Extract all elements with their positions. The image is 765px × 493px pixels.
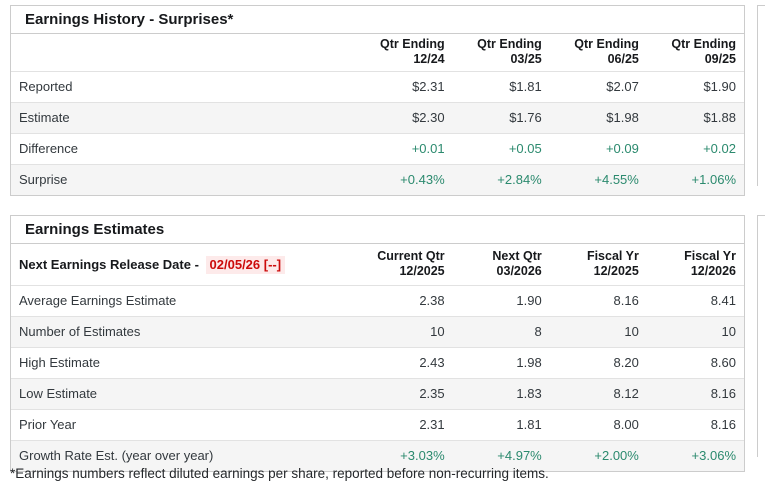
cell-value: 8 xyxy=(452,316,550,348)
cell-value: $2.30 xyxy=(355,102,453,134)
cell-value: 1.81 xyxy=(452,409,550,441)
cell-value: +2.00% xyxy=(549,440,647,471)
cell-value: 8.60 xyxy=(646,347,744,379)
row-label: Estimate xyxy=(11,102,356,134)
cell-value: 2.31 xyxy=(355,409,453,441)
row-label: Growth Rate Est. (year over year) xyxy=(11,440,356,471)
history-column-header: Qtr Ending 09/25 xyxy=(671,37,736,66)
cell-value: 1.83 xyxy=(452,378,550,410)
cell-value: +4.97% xyxy=(452,440,550,471)
cell-value: +1.06% xyxy=(646,164,744,195)
row-label: Number of Estimates xyxy=(11,316,356,348)
table-row: Reported $2.31 $1.81 $2.07 $1.90 xyxy=(11,71,744,103)
cell-value: +0.05 xyxy=(452,133,550,165)
cell-value: 2.35 xyxy=(355,378,453,410)
cell-value: 2.38 xyxy=(355,285,453,317)
cell-value: 10 xyxy=(549,316,647,348)
adjacent-panel-sliver-top xyxy=(757,5,765,186)
table-row: Difference +0.01 +0.05 +0.09 +0.02 xyxy=(11,133,744,165)
estimates-column-header: Fiscal Yr 12/2026 xyxy=(684,249,736,278)
estimates-header-row: Next Earnings Release Date - 02/05/26 [-… xyxy=(11,244,744,286)
estimates-column-header: Next Qtr 03/2026 xyxy=(492,249,542,278)
history-column-header: Qtr Ending 12/24 xyxy=(380,37,445,66)
table-row: Estimate $2.30 $1.76 $1.98 $1.88 xyxy=(11,102,744,134)
row-label: Average Earnings Estimate xyxy=(11,285,356,317)
earnings-estimates-title: Earnings Estimates xyxy=(11,216,744,244)
cell-value: 10 xyxy=(646,316,744,348)
table-row: Prior Year 2.31 1.81 8.00 8.16 xyxy=(11,409,744,441)
cell-value: +3.03% xyxy=(355,440,453,471)
row-label: Surprise xyxy=(11,164,356,195)
table-row: Growth Rate Est. (year over year) +3.03%… xyxy=(11,440,744,471)
history-header-row: Qtr Ending 12/24 Qtr Ending 03/25 Qtr En… xyxy=(11,34,744,72)
row-label: High Estimate xyxy=(11,347,356,379)
row-label: Prior Year xyxy=(11,409,356,441)
history-column-header: Qtr Ending 03/25 xyxy=(477,37,542,66)
table-row: Surprise +0.43% +2.84% +4.55% +1.06% xyxy=(11,164,744,195)
cell-value: +0.02 xyxy=(646,133,744,165)
earnings-history-table: Qtr Ending 12/24 Qtr Ending 03/25 Qtr En… xyxy=(11,34,744,195)
cell-value: 1.98 xyxy=(452,347,550,379)
row-label: Low Estimate xyxy=(11,378,356,410)
row-label: Difference xyxy=(11,133,356,165)
cell-value: +2.84% xyxy=(452,164,550,195)
earnings-history-panel: Earnings History - Surprises* Qtr Ending… xyxy=(10,5,745,196)
cell-value: 8.00 xyxy=(549,409,647,441)
adjacent-panel-sliver-bottom xyxy=(757,215,765,457)
earnings-estimates-panel: Earnings Estimates Next Earnings Release… xyxy=(10,215,745,472)
next-earnings-release-label: Next Earnings Release Date - xyxy=(19,256,199,272)
table-row: Number of Estimates 10 8 10 10 xyxy=(11,316,744,348)
next-earnings-release-cell: Next Earnings Release Date - 02/05/26 [-… xyxy=(11,244,356,286)
cell-value: 8.16 xyxy=(646,409,744,441)
cell-value: 2.43 xyxy=(355,347,453,379)
cell-value: $2.07 xyxy=(549,71,647,103)
table-row: Low Estimate 2.35 1.83 8.12 8.16 xyxy=(11,378,744,410)
next-earnings-release-date-link[interactable]: 02/05/26 [--] xyxy=(205,255,286,274)
cell-value: $1.90 xyxy=(646,71,744,103)
cell-value: +0.09 xyxy=(549,133,647,165)
row-label: Reported xyxy=(11,71,356,103)
cell-value: $1.76 xyxy=(452,102,550,134)
cell-value: $2.31 xyxy=(355,71,453,103)
table-row: High Estimate 2.43 1.98 8.20 8.60 xyxy=(11,347,744,379)
cell-value: +0.01 xyxy=(355,133,453,165)
earnings-footnote: *Earnings numbers reflect diluted earnin… xyxy=(10,466,549,481)
cell-value: 8.20 xyxy=(549,347,647,379)
history-column-header: Qtr Ending 06/25 xyxy=(574,37,639,66)
earnings-estimates-table: Next Earnings Release Date - 02/05/26 [-… xyxy=(11,244,744,471)
cell-value: 8.16 xyxy=(549,285,647,317)
cell-value: +4.55% xyxy=(549,164,647,195)
cell-value: $1.98 xyxy=(549,102,647,134)
cell-value: $1.81 xyxy=(452,71,550,103)
cell-value: +0.43% xyxy=(355,164,453,195)
cell-value: 8.12 xyxy=(549,378,647,410)
cell-value: $1.88 xyxy=(646,102,744,134)
cell-value: 10 xyxy=(355,316,453,348)
table-row: Average Earnings Estimate 2.38 1.90 8.16… xyxy=(11,285,744,317)
history-header-empty xyxy=(11,34,356,72)
cell-value: +3.06% xyxy=(646,440,744,471)
earnings-history-title: Earnings History - Surprises* xyxy=(11,6,744,34)
estimates-column-header: Fiscal Yr 12/2025 xyxy=(586,249,639,278)
cell-value: 8.16 xyxy=(646,378,744,410)
cell-value: 1.90 xyxy=(452,285,550,317)
estimates-column-header: Current Qtr 12/2025 xyxy=(377,249,445,278)
cell-value: 8.41 xyxy=(646,285,744,317)
